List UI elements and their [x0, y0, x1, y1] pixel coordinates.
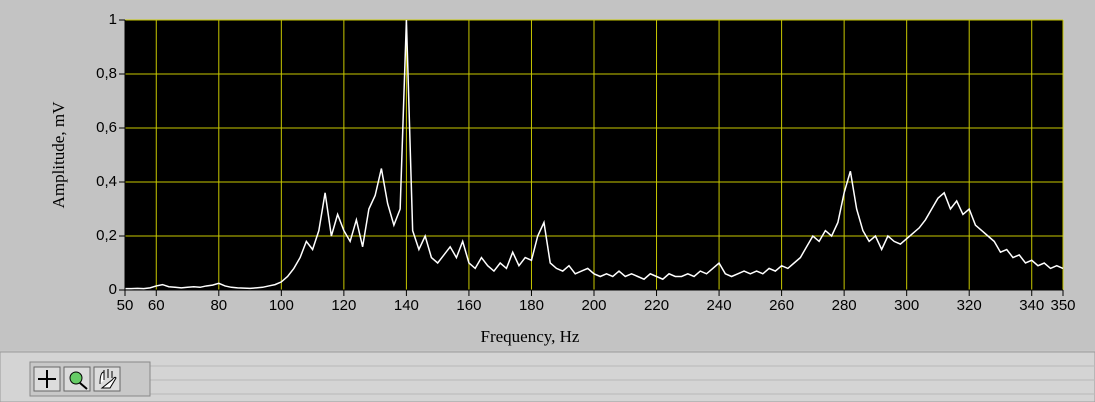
x-tick-label: 240 [707, 297, 732, 314]
cursor-tool[interactable] [33, 366, 61, 392]
y-tick-label: 0,6 [96, 119, 117, 136]
x-tick-label: 340 [1019, 297, 1044, 314]
pan-tool[interactable] [93, 366, 121, 392]
x-tick-label: 300 [894, 297, 919, 314]
y-tick-label: 0 [109, 281, 117, 298]
y-tick-label: 1 [109, 11, 117, 28]
x-tick-label: 350 [1050, 297, 1075, 314]
toolbar-grid [150, 365, 1095, 395]
x-tick-label: 60 [148, 297, 165, 314]
plot-lines [125, 19, 1064, 290]
y-axis-label: Amplitude, mV [49, 101, 68, 208]
x-tick-label: 260 [769, 297, 794, 314]
x-tick-label: 180 [519, 297, 544, 314]
y-tick-label: 0,8 [96, 65, 117, 82]
x-tick-label: 50 [117, 297, 134, 314]
x-tick-label: 320 [957, 297, 982, 314]
x-tick-label: 80 [210, 297, 227, 314]
spectrum-line [125, 19, 1064, 290]
y-tick-label: 0,2 [96, 227, 117, 244]
zoom-tool[interactable] [63, 366, 91, 392]
x-tick-label: 120 [331, 297, 356, 314]
x-tick-label: 140 [394, 297, 419, 314]
x-tick-label: 200 [581, 297, 606, 314]
x-tick-label: 220 [644, 297, 669, 314]
y-tick-label: 0,4 [96, 173, 117, 190]
x-tick-label: 280 [832, 297, 857, 314]
x-tick-label: 100 [269, 297, 294, 314]
x-tick-label: 160 [456, 297, 481, 314]
x-axis-label: Frequency, Hz [481, 327, 580, 346]
